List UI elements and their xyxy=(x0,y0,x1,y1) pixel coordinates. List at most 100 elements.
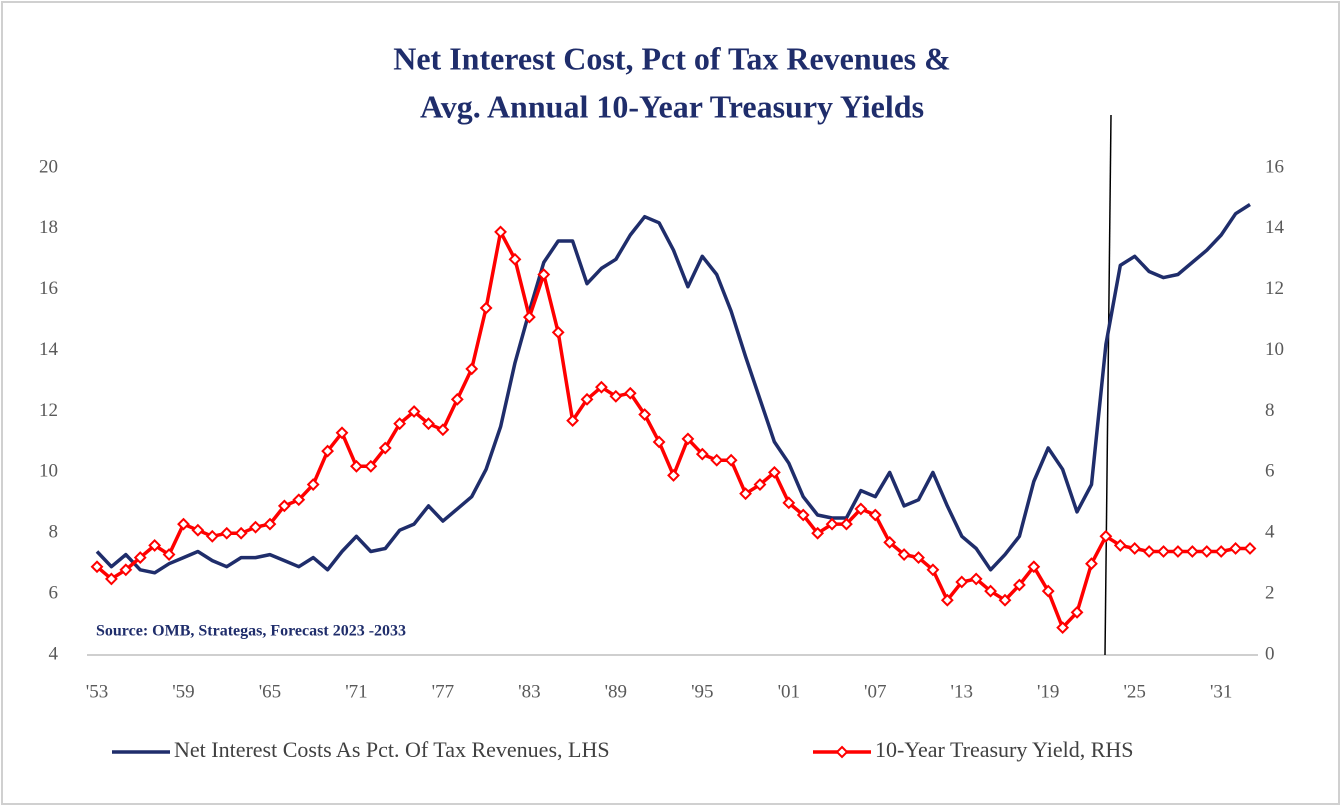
data-point xyxy=(1200,545,1214,558)
data-point xyxy=(883,535,897,549)
series-line xyxy=(95,203,1251,575)
data-point xyxy=(465,362,479,376)
data-point xyxy=(1085,557,1098,571)
data-point xyxy=(364,459,378,473)
data-point xyxy=(681,432,695,446)
forecast-divider xyxy=(1104,114,1112,656)
data-point xyxy=(90,560,104,574)
data-point xyxy=(1171,545,1185,558)
data-point xyxy=(984,584,997,598)
x-tick-label: '19 xyxy=(1037,681,1059,702)
y-tick-label: 8 xyxy=(49,522,59,543)
data-point xyxy=(133,551,147,565)
data-point xyxy=(1099,529,1113,543)
y-tick-label: 18 xyxy=(39,217,58,238)
data-point xyxy=(854,502,868,516)
y2-tick-label: 10 xyxy=(1265,339,1284,360)
x-tick-label: '65 xyxy=(259,681,281,702)
x-tick-label: '07 xyxy=(864,681,886,702)
y-tick-label: 4 xyxy=(49,643,59,664)
data-point xyxy=(638,408,652,421)
data-point xyxy=(407,405,421,418)
data-point xyxy=(1142,545,1156,558)
y-tick-label: 12 xyxy=(39,400,58,421)
data-point xyxy=(1056,621,1070,635)
data-point xyxy=(1229,542,1243,555)
data-point xyxy=(277,499,291,513)
x-tick-label: '31 xyxy=(1210,681,1232,702)
data-point xyxy=(335,426,349,440)
data-point xyxy=(148,539,162,552)
data-point xyxy=(450,392,464,406)
data-point xyxy=(1041,584,1055,598)
data-point xyxy=(652,435,666,449)
x-tick-label: '83 xyxy=(518,681,540,702)
data-point xyxy=(350,459,363,473)
data-point xyxy=(710,453,724,467)
data-point xyxy=(321,444,335,458)
x-tick-label: '59 xyxy=(172,681,194,702)
data-point xyxy=(897,548,911,561)
data-point xyxy=(393,417,407,431)
data-point xyxy=(724,453,738,467)
data-point xyxy=(753,478,767,491)
data-point xyxy=(177,517,190,531)
data-point xyxy=(162,548,176,561)
annotation: Source: OMB, Strategas, Forecast 2023 -2… xyxy=(96,623,406,640)
data-point xyxy=(767,465,781,479)
chart-title: Avg. Annual 10-Year Treasury Yields xyxy=(420,88,924,124)
data-point xyxy=(1012,578,1026,592)
data-point xyxy=(205,529,219,543)
data-point xyxy=(940,593,954,607)
x-tick-label: '89 xyxy=(605,681,627,702)
data-point xyxy=(119,563,133,577)
y-tick-label: 14 xyxy=(39,339,59,360)
x-tick-label: '13 xyxy=(951,681,973,702)
data-point xyxy=(551,325,565,339)
data-point xyxy=(220,526,234,540)
data-point xyxy=(1070,605,1084,619)
data-point xyxy=(1157,545,1170,558)
data-point xyxy=(1185,545,1199,558)
x-tick-label: '53 xyxy=(86,681,108,702)
data-point xyxy=(422,417,435,431)
data-point xyxy=(969,572,983,586)
data-point xyxy=(796,508,810,522)
legend-marker xyxy=(835,745,849,759)
data-point xyxy=(104,572,118,586)
data-point xyxy=(926,563,940,577)
y-tick-label: 16 xyxy=(39,278,58,299)
data-point xyxy=(263,517,277,531)
y-tick-label: 10 xyxy=(39,461,58,482)
data-point xyxy=(494,225,507,239)
data-point xyxy=(234,526,248,540)
data-point xyxy=(1128,542,1142,555)
x-tick-label: '95 xyxy=(691,681,713,702)
y2-tick-label: 12 xyxy=(1265,278,1284,299)
data-point xyxy=(508,252,522,266)
data-point xyxy=(566,414,580,428)
data-point xyxy=(595,380,608,394)
data-point xyxy=(1027,560,1041,574)
data-point xyxy=(667,469,680,482)
data-point xyxy=(436,423,450,437)
y-tick-label: 20 xyxy=(39,156,58,177)
y2-tick-label: 8 xyxy=(1265,400,1275,421)
y2-tick-label: 16 xyxy=(1265,156,1284,177)
data-point xyxy=(191,523,205,537)
data-point xyxy=(1113,539,1127,552)
x-tick-label: '71 xyxy=(345,681,367,702)
data-point xyxy=(825,517,839,531)
data-point xyxy=(912,551,925,565)
y2-tick-label: 4 xyxy=(1265,522,1275,543)
data-point xyxy=(840,517,853,531)
data-point xyxy=(1214,545,1228,558)
data-point xyxy=(306,478,320,491)
data-point xyxy=(479,301,493,315)
data-point xyxy=(292,493,306,507)
data-point xyxy=(1243,542,1257,555)
data-point xyxy=(998,593,1012,607)
data-point xyxy=(522,310,536,324)
